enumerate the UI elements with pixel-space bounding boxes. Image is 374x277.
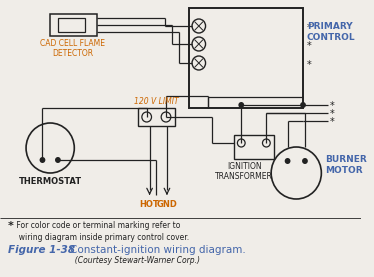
Circle shape (40, 157, 45, 163)
Text: *: * (307, 41, 312, 51)
Text: CAD CELL FLAME
DETECTOR: CAD CELL FLAME DETECTOR (40, 39, 105, 58)
Bar (189, 8, 303, 108)
Text: 120 V LIMIT: 120 V LIMIT (134, 97, 179, 106)
Text: *: * (307, 60, 312, 70)
Bar (233, 135, 274, 159)
Circle shape (271, 147, 321, 199)
Text: (Courtesy Stewart-Warner Corp.): (Courtesy Stewart-Warner Corp.) (70, 256, 200, 265)
Text: BURNER
MOTOR: BURNER MOTOR (325, 155, 367, 175)
Text: THERMOSTAT: THERMOSTAT (19, 177, 82, 186)
Circle shape (302, 158, 308, 164)
Circle shape (238, 102, 244, 108)
Bar (58, 18, 85, 32)
Text: *: * (330, 109, 335, 119)
Text: GND: GND (156, 200, 177, 209)
Circle shape (26, 123, 74, 173)
Text: Figure 1-38: Figure 1-38 (8, 245, 75, 255)
Circle shape (285, 158, 291, 164)
Circle shape (55, 157, 61, 163)
Text: PRIMARY
CONTROL: PRIMARY CONTROL (307, 22, 356, 42)
Text: *: * (307, 23, 312, 33)
Circle shape (300, 102, 306, 108)
Text: Constant-ignition wiring diagram.: Constant-ignition wiring diagram. (70, 245, 246, 255)
Text: *: * (330, 117, 335, 127)
Bar (138, 108, 175, 126)
Text: For color code or terminal marking refer to
  wiring diagram inside primary cont: For color code or terminal marking refer… (13, 221, 188, 242)
Text: IGNITION
TRANSFORMER: IGNITION TRANSFORMER (215, 162, 273, 181)
Text: HOT: HOT (140, 200, 159, 209)
Text: *: * (8, 221, 13, 231)
Text: *: * (330, 101, 335, 111)
Bar (50, 14, 96, 36)
